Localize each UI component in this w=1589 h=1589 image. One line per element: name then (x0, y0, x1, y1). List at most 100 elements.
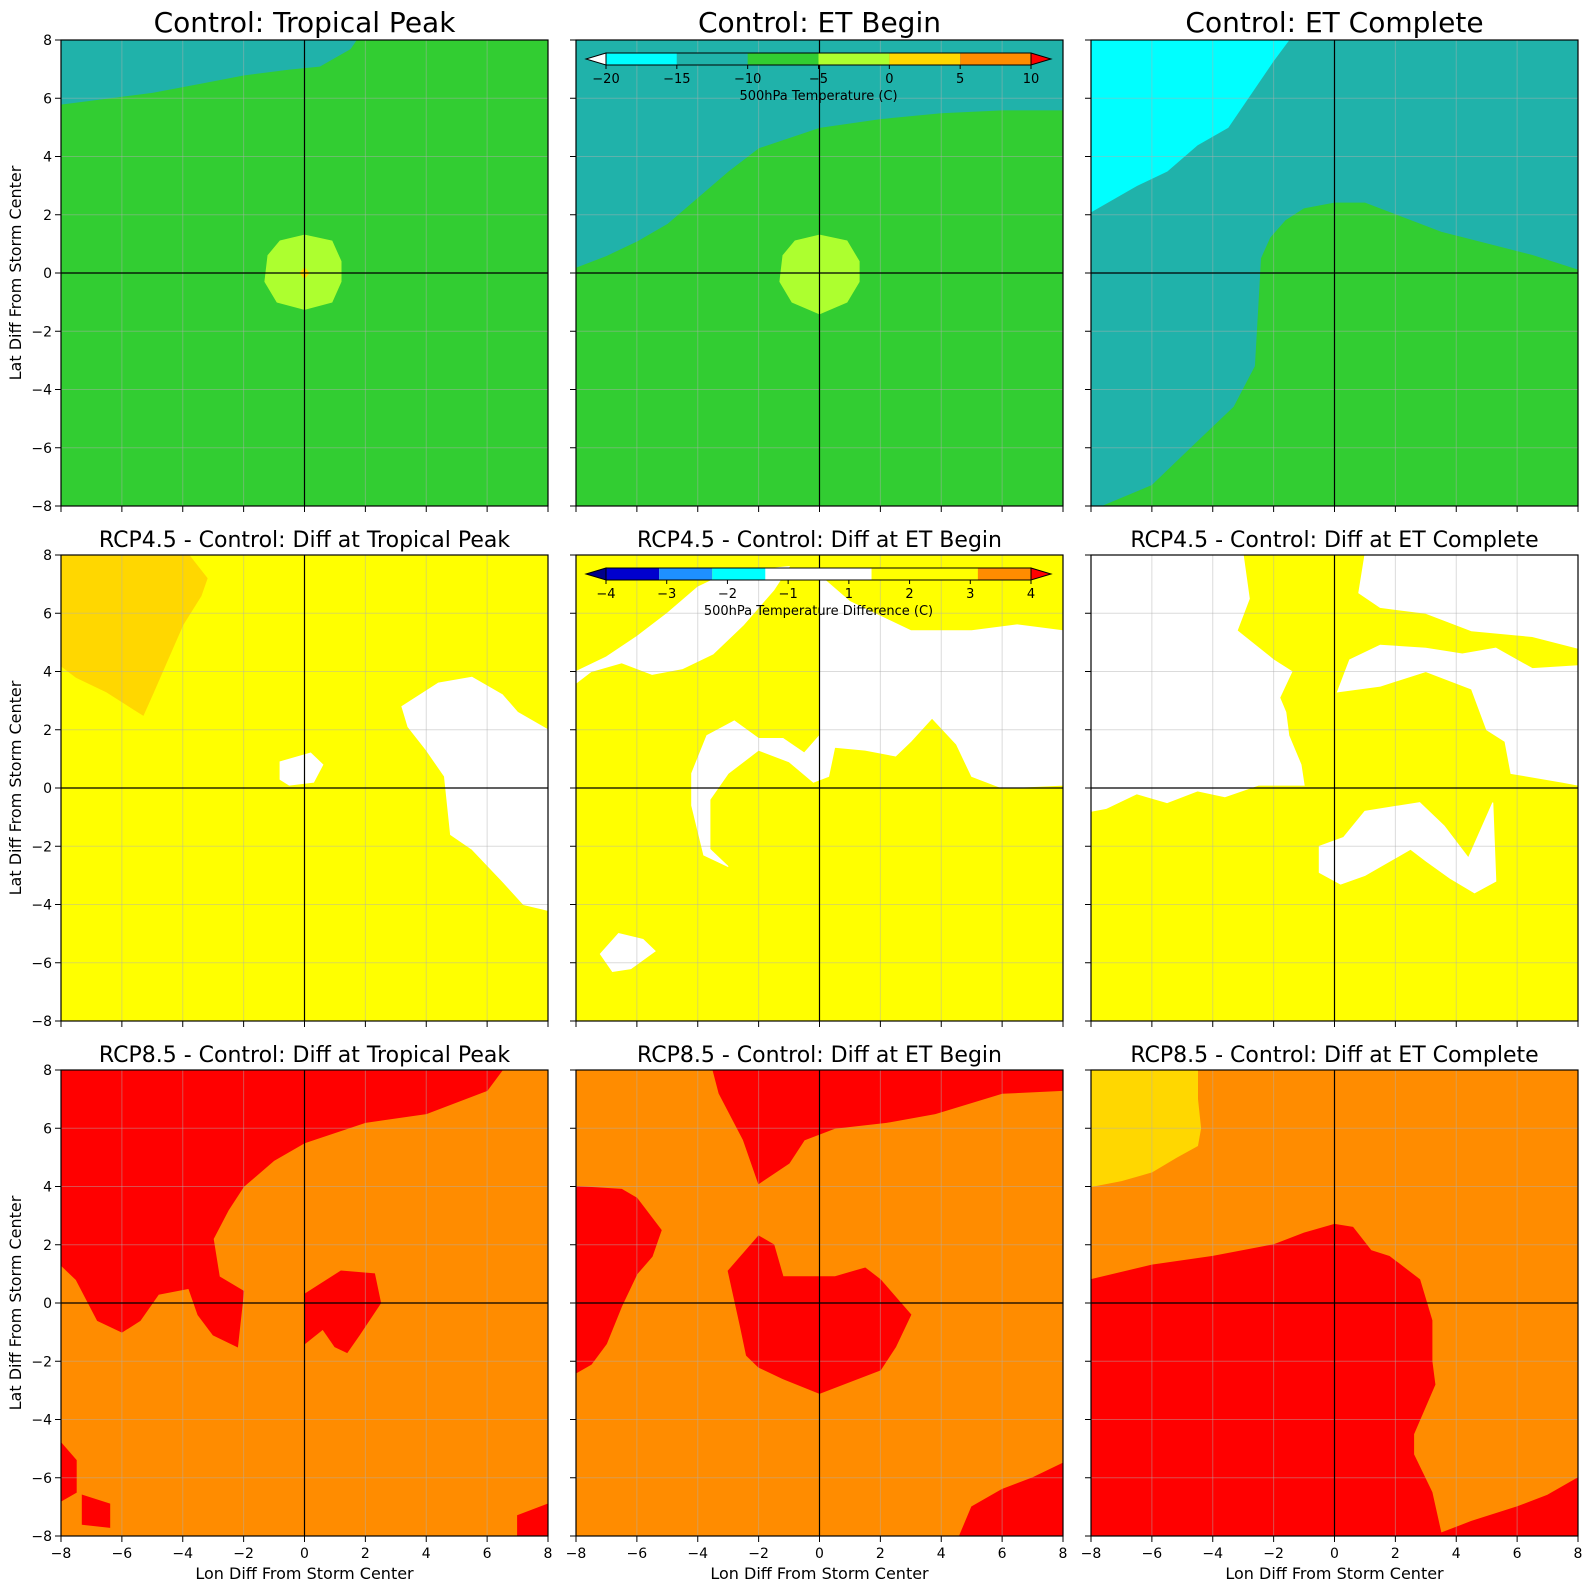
x-axis-label: Lon Diff From Storm Center (710, 1564, 929, 1583)
contour-region (576, 566, 791, 684)
y-tick-label: 4 (43, 1180, 52, 1196)
y-tick-label: −6 (31, 956, 52, 972)
contour-region (576, 40, 1063, 268)
contour-region (958, 1462, 1063, 1536)
colorbar-tick-label: 1 (845, 587, 853, 602)
y-tick-label: 6 (43, 1121, 52, 1137)
x-tick-label: 8 (544, 1546, 553, 1562)
colorbar-tick-label: −4 (596, 587, 615, 602)
contour-region (61, 1070, 503, 1348)
colorbar-segment (676, 53, 748, 65)
y-tick-label: 0 (43, 266, 52, 282)
x-tick-label: 6 (483, 1546, 492, 1562)
x-tick-label: −2 (233, 1546, 254, 1562)
x-tick-label: 2 (1391, 1546, 1400, 1562)
contour-region (576, 1185, 662, 1374)
y-tick-label: −4 (31, 383, 52, 399)
y-tick-label: −4 (31, 898, 52, 914)
panel-title: Control: ET Begin (698, 6, 941, 39)
colorbar-tick-label: 3 (966, 587, 974, 602)
contour-region (81, 1494, 111, 1528)
y-tick-label: 6 (43, 606, 52, 622)
contour-region (1103, 202, 1578, 506)
panel: RCP4.5 - Control: Diff at ET Begin (570, 528, 1064, 1027)
panel: RCP4.5 - Control: Diff at ET Complete (1085, 528, 1579, 1027)
x-tick-label: 0 (300, 1546, 309, 1562)
colorbar-segment (712, 568, 766, 580)
contour-region (1336, 644, 1578, 786)
panel-title: RCP4.5 - Control: Diff at ET Complete (1130, 528, 1538, 553)
contour-region (1091, 40, 1290, 213)
panel-title: RCP4.5 - Control: Diff at Tropical Peak (99, 528, 510, 553)
colorbar-segment (747, 53, 819, 65)
x-axis-label: Lon Diff From Storm Center (1225, 1564, 1444, 1583)
panel-title: RCP8.5 - Control: Diff at ET Begin (637, 1043, 1002, 1068)
y-tick-label: 8 (43, 1063, 52, 1079)
colorbar-label: 500hPa Temperature (C) (739, 89, 897, 104)
x-tick-label: 4 (422, 1546, 431, 1562)
y-tick-label: 8 (43, 548, 52, 564)
contour-region (401, 676, 548, 911)
contour-region (691, 574, 1063, 868)
y-tick-label: −8 (31, 499, 52, 515)
x-tick-label: −6 (112, 1546, 133, 1562)
panel: −8 −6 −4 −2 0 2 4 6 8 RCP8.5 - Control: Diff at E… (566, 1043, 1068, 1583)
x-tick-label: 2 (361, 1546, 370, 1562)
x-tick-label: 2 (876, 1546, 885, 1562)
y-tick-label: 8 (43, 33, 52, 49)
panel-title: RCP8.5 - Control: Diff at Tropical Peak (99, 1043, 510, 1068)
x-tick-label: 0 (1330, 1546, 1339, 1562)
x-tick-label: 6 (1513, 1546, 1522, 1562)
y-tick-label: 2 (43, 723, 52, 739)
colorbar-tick-label: −3 (657, 587, 676, 602)
y-tick-label: 0 (43, 781, 52, 797)
y-tick-label: 2 (43, 1238, 52, 1254)
y-tick-label: −6 (31, 1471, 52, 1487)
colorbar-segment (606, 568, 660, 580)
x-tick-label: 8 (1574, 1546, 1583, 1562)
contour-region (599, 933, 656, 973)
colorbar-tick-label: −2 (718, 587, 737, 602)
colorbar: −20 −15 −10 −5 0 5 10 500hPa Temperature (C) (584, 52, 1053, 104)
contour-region (61, 40, 357, 105)
y-tick-label: 0 (43, 1296, 52, 1312)
colorbar-segment (765, 568, 872, 580)
contour-region (304, 1270, 382, 1354)
colorbar-tick-label: 4 (1027, 587, 1035, 602)
x-tick-label: 8 (1059, 1546, 1068, 1562)
y-tick-label: −2 (31, 839, 52, 855)
colorbar-tick-label: 10 (1023, 72, 1040, 87)
panel-title: Control: ET Complete (1185, 6, 1483, 39)
y-tick-label: −2 (31, 324, 52, 340)
colorbar-tick-label: −20 (592, 72, 619, 87)
y-tick-label: −2 (31, 1354, 52, 1370)
x-tick-label: −4 (172, 1546, 193, 1562)
x-tick-label: 4 (1452, 1546, 1461, 1562)
colorbar-tick-label: −1 (779, 587, 798, 602)
y-tick-label: 4 (43, 150, 52, 166)
colorbar-segment (818, 53, 890, 65)
contour-region (61, 555, 208, 716)
y-tick-label: −8 (31, 1529, 52, 1545)
contour-region (1318, 802, 1497, 894)
y-axis-label: Lat Diff From Storm Center (6, 165, 25, 380)
x-tick-label: 0 (815, 1546, 824, 1562)
panel: −8 −6 −4 −2 0 2 4 6 8 RCP4.5 - Control: Diff at T… (6, 528, 549, 1030)
x-tick-label: 4 (937, 1546, 946, 1562)
colorbar-segment (977, 568, 1031, 580)
colorbar-segment (960, 53, 1031, 65)
panel: Control: ET Complete (1085, 6, 1579, 512)
x-axis-label: Lon Diff From Storm Center (195, 1564, 414, 1583)
x-tick-label: 6 (998, 1546, 1007, 1562)
panel: −8 −6 −4 −2 0 2 4 6 8 RCP8.5 - Control: Diff at E… (1081, 1043, 1583, 1583)
y-tick-label: 6 (43, 91, 52, 107)
contour-region (1091, 1070, 1202, 1188)
x-tick-label: −8 (51, 1546, 72, 1562)
y-axis-label: Lat Diff From Storm Center (6, 1195, 25, 1410)
x-tick-label: −8 (566, 1546, 587, 1562)
colorbar-tick-label: 0 (885, 72, 893, 87)
x-tick-label: −6 (1142, 1546, 1163, 1562)
colorbar-tick-label: 5 (956, 72, 964, 87)
colorbar-segment (606, 53, 677, 65)
